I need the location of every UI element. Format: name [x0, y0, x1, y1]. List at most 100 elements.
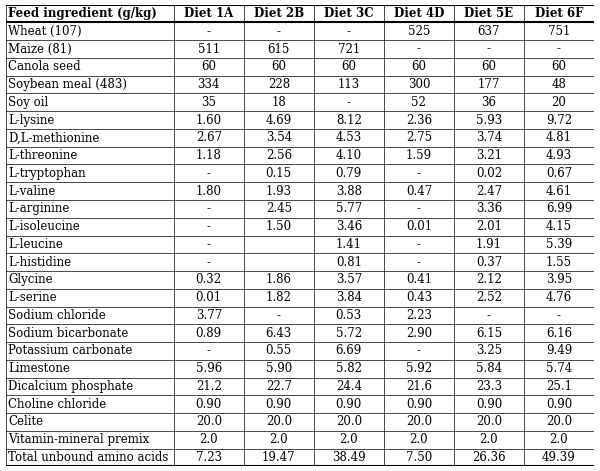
Text: 25.1: 25.1 [546, 380, 572, 393]
Text: L-leucine: L-leucine [8, 238, 63, 251]
Bar [384, 307, 454, 324]
Text: L-arginine: L-arginine [8, 203, 70, 215]
Bar [384, 218, 454, 236]
Bar [244, 76, 314, 93]
Bar [454, 182, 524, 200]
Bar [6, 324, 174, 342]
Bar [314, 378, 384, 395]
Bar [384, 395, 454, 413]
Text: 60: 60 [271, 60, 286, 73]
Bar [314, 289, 384, 307]
Bar [244, 431, 314, 448]
Bar [524, 129, 594, 147]
Text: 637: 637 [478, 25, 500, 38]
Text: 2.0: 2.0 [199, 433, 218, 446]
Bar [454, 147, 524, 164]
Bar [524, 182, 594, 200]
Text: 1.55: 1.55 [546, 256, 572, 268]
Text: -: - [417, 42, 421, 56]
Bar [244, 182, 314, 200]
Text: 1.91: 1.91 [476, 238, 502, 251]
Bar [454, 324, 524, 342]
Bar [314, 164, 384, 182]
Bar [244, 271, 314, 289]
Bar [524, 431, 594, 448]
Bar [6, 413, 174, 431]
Text: L-histidine: L-histidine [8, 256, 71, 268]
Text: 1.86: 1.86 [266, 273, 292, 286]
Text: Sodium bicarbonate: Sodium bicarbonate [8, 327, 129, 340]
Bar [174, 129, 244, 147]
Text: 5.82: 5.82 [336, 362, 362, 375]
Text: 7.23: 7.23 [196, 451, 222, 464]
Text: -: - [487, 42, 491, 56]
Text: -: - [277, 25, 281, 38]
Text: 2.0: 2.0 [269, 433, 288, 446]
Bar [314, 413, 384, 431]
Text: -: - [347, 25, 351, 38]
Bar [174, 147, 244, 164]
Text: 48: 48 [551, 78, 566, 91]
Bar [524, 413, 594, 431]
Text: 3.84: 3.84 [336, 291, 362, 304]
Text: 3.77: 3.77 [196, 309, 222, 322]
Bar [524, 360, 594, 378]
Bar [384, 129, 454, 147]
Text: 0.90: 0.90 [336, 398, 362, 411]
Bar [6, 164, 174, 182]
Text: 2.47: 2.47 [476, 185, 502, 198]
Text: -: - [417, 256, 421, 268]
Text: 4.81: 4.81 [546, 131, 572, 144]
Text: 5.77: 5.77 [336, 203, 362, 215]
Bar [174, 360, 244, 378]
Text: 1.59: 1.59 [406, 149, 432, 162]
Text: 60: 60 [412, 60, 427, 73]
Bar [314, 307, 384, 324]
Text: -: - [557, 42, 561, 56]
Text: 19.47: 19.47 [262, 451, 296, 464]
Text: 525: 525 [408, 25, 430, 38]
Bar [244, 111, 314, 129]
Bar [454, 271, 524, 289]
Text: 0.81: 0.81 [336, 256, 362, 268]
Text: Diet 1A: Diet 1A [184, 7, 233, 20]
Text: 21.6: 21.6 [406, 380, 432, 393]
Bar [314, 431, 384, 448]
Text: L-serine: L-serine [8, 291, 57, 304]
Bar [454, 218, 524, 236]
Bar [524, 23, 594, 40]
Text: -: - [207, 256, 211, 268]
Bar [244, 5, 314, 23]
Bar [174, 378, 244, 395]
Text: 1.41: 1.41 [336, 238, 362, 251]
Bar [384, 164, 454, 182]
Text: 4.15: 4.15 [546, 220, 572, 233]
Text: 3.57: 3.57 [336, 273, 362, 286]
Text: Soy oil: Soy oil [8, 96, 49, 109]
Text: 0.89: 0.89 [196, 327, 222, 340]
Text: 23.3: 23.3 [476, 380, 502, 393]
Text: 751: 751 [548, 25, 570, 38]
Bar [244, 413, 314, 431]
Bar [524, 271, 594, 289]
Text: 60: 60 [551, 60, 566, 73]
Text: -: - [207, 203, 211, 215]
Text: Maize (81): Maize (81) [8, 42, 72, 56]
Text: -: - [417, 344, 421, 357]
Text: 20.0: 20.0 [476, 415, 502, 429]
Bar [454, 5, 524, 23]
Bar [6, 147, 174, 164]
Text: 0.37: 0.37 [476, 256, 502, 268]
Text: 5.90: 5.90 [266, 362, 292, 375]
Bar [384, 76, 454, 93]
Text: 5.93: 5.93 [476, 114, 502, 127]
Text: 36: 36 [481, 96, 496, 109]
Bar [384, 5, 454, 23]
Bar [6, 360, 174, 378]
Bar [314, 182, 384, 200]
Bar [524, 307, 594, 324]
Text: L-valine: L-valine [8, 185, 56, 198]
Bar [454, 360, 524, 378]
Bar [454, 378, 524, 395]
Bar [524, 147, 594, 164]
